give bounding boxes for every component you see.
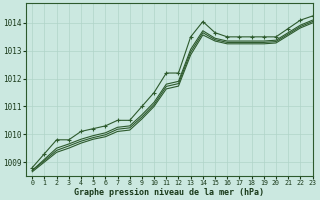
X-axis label: Graphe pression niveau de la mer (hPa): Graphe pression niveau de la mer (hPa): [74, 188, 264, 197]
